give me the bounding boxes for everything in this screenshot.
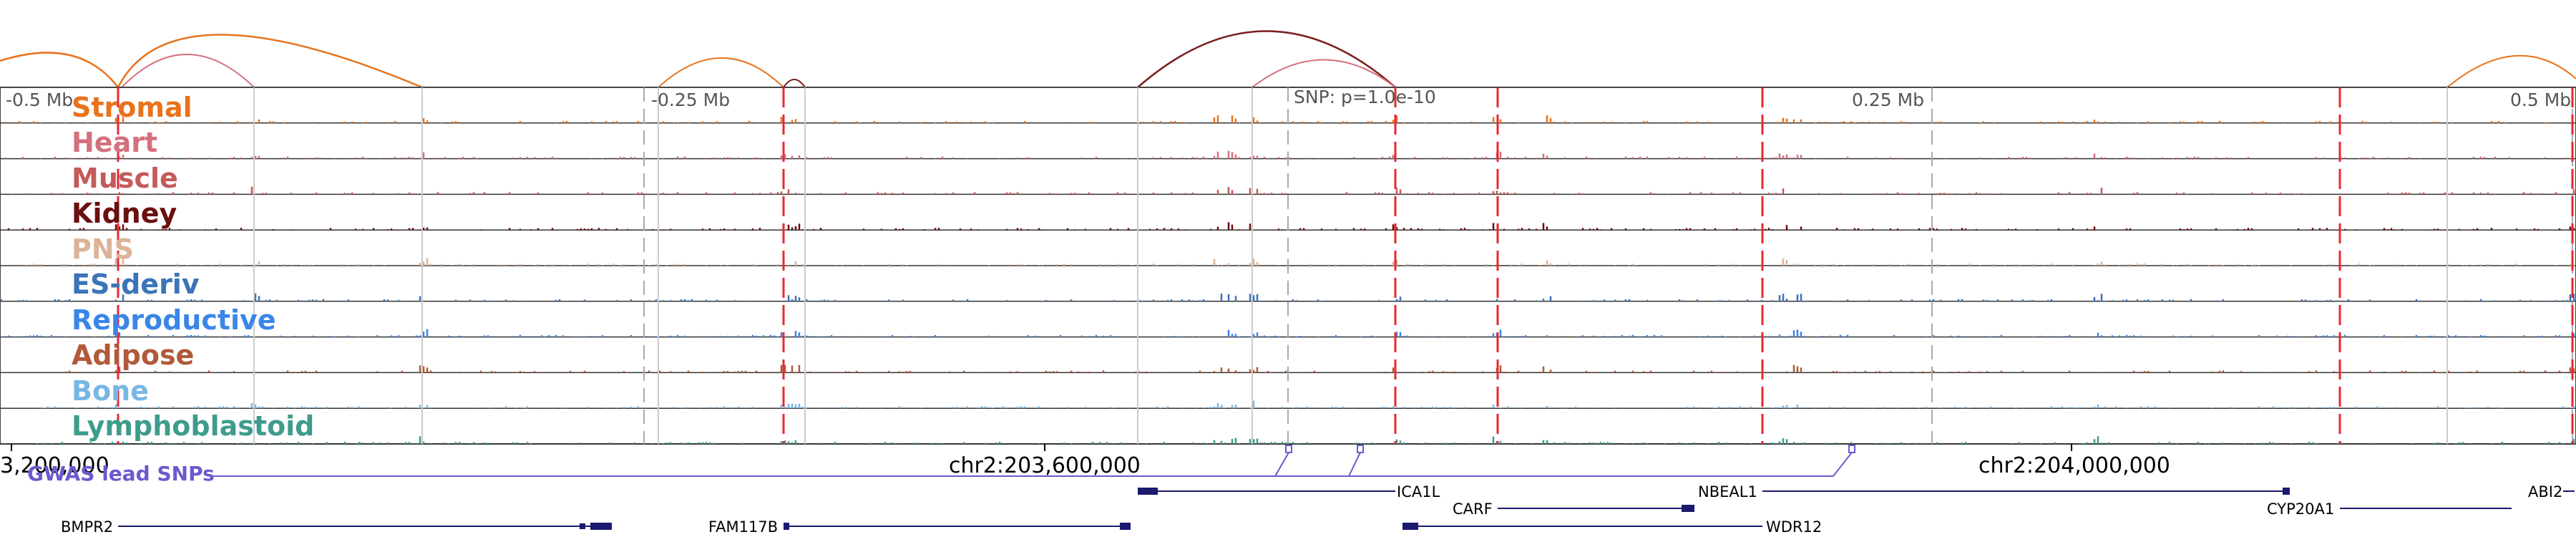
track-label-stromal: Stromal — [72, 92, 192, 123]
coordinate-axis: 3,200,000 chr2:203,600,000 chr2:204,000,… — [0, 444, 2170, 478]
gene-label: WDR12 — [1766, 518, 1822, 536]
gene-exon — [1120, 523, 1131, 530]
gwas-snp-marker — [1357, 445, 1364, 453]
gene-label: FAM117B — [708, 518, 778, 536]
gwas-snp-marker — [1848, 445, 1855, 453]
signal-track-muscle — [11, 186, 2575, 195]
gene-label: ABI2 — [2528, 483, 2562, 500]
gwas-connector — [1348, 452, 1361, 477]
gene-exon — [590, 523, 612, 530]
loop-arc — [1252, 59, 1396, 88]
gene-exon — [1682, 505, 1694, 512]
signal-track-es-deriv — [0, 293, 2575, 301]
gene-exon — [2283, 488, 2290, 495]
gene-cyp20a1: CYP20A1 — [2267, 500, 2512, 518]
track-label-bone: Bone — [72, 375, 149, 407]
gene-carf: CARF — [1453, 500, 1694, 518]
signal-track-stromal — [4, 115, 2550, 123]
loop-arc — [0, 52, 119, 88]
signal-track-adipose — [64, 364, 2575, 373]
gene-label: BMPR2 — [61, 518, 113, 536]
gene-ica1l: ICA1L — [1138, 483, 1440, 500]
gene-label: CARF — [1453, 500, 1493, 518]
gwas-connector — [1274, 452, 1289, 477]
track-label-adipose: Adipose — [72, 339, 194, 371]
gwas-snp-marker — [1285, 445, 1292, 453]
gene-exon — [580, 523, 585, 529]
gene-exon — [1402, 523, 1418, 530]
signal-track-reproductive — [0, 329, 2575, 337]
coordinate-label-center: chr2:203,600,000 — [949, 453, 1141, 478]
track-label-heart: Heart — [72, 127, 157, 158]
gene-label: ICA1L — [1397, 483, 1440, 500]
gene-fam117b: FAM117B — [708, 518, 1131, 536]
track-label-lymphoblastoid: Lymphoblastoid — [72, 410, 314, 442]
gwas-connector — [1833, 452, 1853, 477]
track-label-kidney: Kidney — [72, 198, 177, 229]
signal-track-bone — [39, 400, 2575, 409]
gene-label: NBEAL1 — [1698, 483, 1757, 500]
track-label-reproductive: Reproductive — [72, 304, 276, 336]
loop-arc — [117, 34, 423, 89]
gene-abi2: ABI2 — [2528, 483, 2575, 500]
distance-marker: -0.25 Mb — [651, 90, 730, 110]
signal-track-heart — [4, 150, 2572, 159]
coordinate-label-start: 3,200,000 — [0, 453, 109, 478]
loop-arc — [2446, 54, 2576, 88]
gene-exon — [784, 523, 789, 530]
track-label-muscle: Muscle — [72, 163, 178, 194]
gene-track: BMPR2 FAM117B ICA1L CARF WDR12 NBEAL1 — [61, 483, 2575, 536]
gwas-track: GWAS lead SNPs — [27, 445, 1855, 485]
chromatin-loop-arcs — [0, 30, 2576, 89]
distance-marker: -0.5 Mb — [6, 90, 73, 110]
loop-arc — [658, 57, 784, 88]
coordinate-label-right: chr2:204,000,000 — [1979, 453, 2170, 478]
signal-track-lymphoblastoid — [4, 436, 2575, 444]
gene-exon — [1138, 488, 1158, 495]
distance-marker: 0.25 Mb — [1852, 90, 1924, 110]
gwas-label: GWAS lead SNPs — [27, 462, 215, 485]
track-label-es-deriv: ES-deriv — [72, 268, 200, 300]
loop-arc — [1137, 30, 1396, 88]
element-lines — [253, 87, 2573, 444]
gene-label: CYP20A1 — [2267, 500, 2334, 518]
gene-bmpr2: BMPR2 — [61, 518, 612, 536]
track-labels: Stromal Heart Muscle Kidney PNS ES-deriv… — [72, 92, 314, 442]
snp-annotation: SNP: p=1.0e-10 — [1294, 87, 1436, 107]
gene-wdr12: WDR12 — [1402, 518, 1822, 536]
track-label-pns: PNS — [72, 233, 134, 265]
loop-arc — [121, 54, 255, 88]
gene-nbeal1: NBEAL1 — [1698, 483, 2290, 500]
signal-track-pns — [18, 258, 2575, 266]
snp-highlight-lines — [117, 87, 2574, 444]
distance-marker: 0.5 Mb — [2510, 90, 2571, 110]
signal-track-kidney — [7, 222, 2575, 231]
loop-arc — [783, 79, 806, 88]
